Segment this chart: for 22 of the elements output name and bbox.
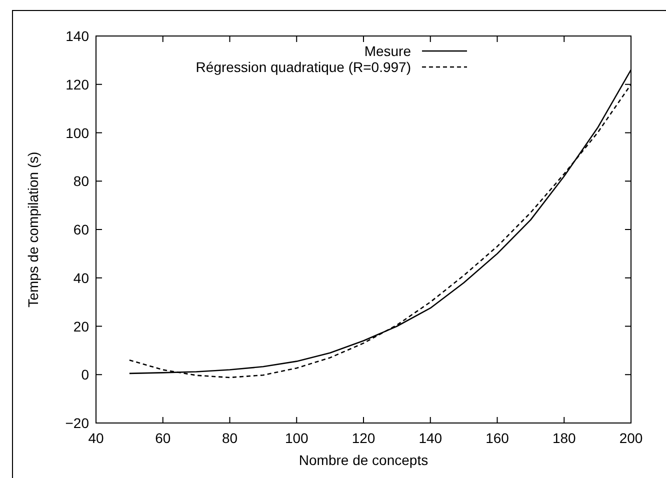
x-tick-label: 160 xyxy=(486,430,510,446)
y-tick-label: −20 xyxy=(65,415,90,431)
y-axis-title: Temps de compilation (s) xyxy=(25,152,41,308)
y-tick-label: 80 xyxy=(73,173,90,190)
x-axis-title: Nombre de concepts xyxy=(298,452,428,468)
y-tick-label: 0 xyxy=(81,366,90,383)
x-tick-label: 120 xyxy=(352,430,376,446)
y-tick-label: 20 xyxy=(73,318,90,334)
x-tick-label: 40 xyxy=(88,430,104,446)
y-tick-label: 60 xyxy=(73,222,90,238)
x-tick-label: 180 xyxy=(552,430,576,446)
x-tick-label: 60 xyxy=(155,430,171,446)
legend-label: Mesure xyxy=(364,43,412,59)
x-tick-label: 200 xyxy=(619,430,643,446)
y-tick-label: 140 xyxy=(66,28,90,44)
y-tick-label: 40 xyxy=(73,270,90,286)
x-tick-label: 100 xyxy=(284,430,309,446)
x-tick-label: 140 xyxy=(418,430,442,446)
y-tick-label: 100 xyxy=(66,124,90,141)
y-tick-label: 120 xyxy=(66,76,90,92)
x-tick-label: 80 xyxy=(222,430,238,446)
legend-label: Régression quadratique (R=0.997) xyxy=(196,59,411,75)
